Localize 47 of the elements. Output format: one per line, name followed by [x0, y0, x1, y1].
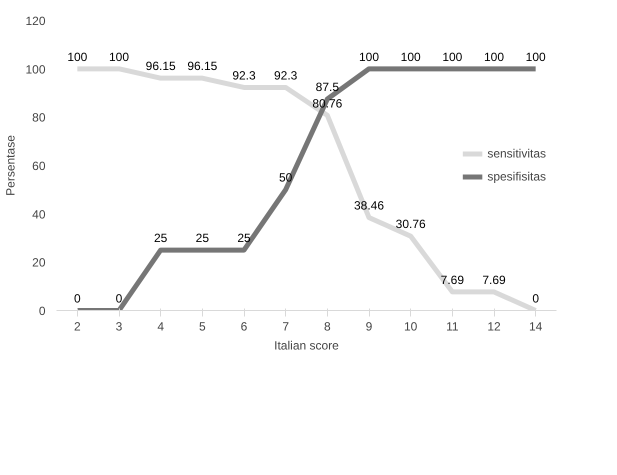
data-label: 25 — [237, 231, 251, 246]
data-label: 30.76 — [396, 217, 426, 232]
y-tick-label: 100 — [25, 62, 46, 76]
legend-label: sensitivitas — [487, 146, 546, 160]
y-axis-title: Persentase — [3, 134, 18, 196]
data-label: 100 — [358, 50, 380, 64]
data-label: 87.5 — [316, 80, 340, 94]
x-tick-label: 6 — [240, 320, 248, 334]
y-tick-label: 80 — [32, 110, 46, 125]
y-tick-label: 120 — [25, 14, 46, 28]
y-tick-label: 0 — [38, 304, 46, 318]
x-tick-label: 11 — [446, 320, 459, 334]
data-label: 80.76 — [312, 96, 343, 110]
data-label: 0 — [74, 292, 81, 306]
data-label: 92.3 — [274, 68, 298, 82]
data-label: 7.69 — [482, 272, 506, 287]
data-label: 0 — [116, 292, 123, 306]
legend-label: spesifisitas — [487, 170, 546, 184]
data-label: 7.69 — [440, 272, 464, 287]
data-label: 100 — [442, 50, 463, 64]
data-label: 50 — [278, 170, 293, 185]
y-tick-label: 20 — [32, 256, 46, 270]
x-tick-label: 12 — [487, 320, 501, 334]
data-label: 25 — [154, 231, 168, 246]
data-label: 92.3 — [232, 68, 256, 82]
x-tick-label: 4 — [157, 320, 164, 334]
data-label: 96.15 — [146, 59, 176, 74]
y-tick-label: 60 — [32, 159, 46, 173]
data-label: 0 — [532, 292, 540, 306]
data-label: 96.15 — [187, 59, 218, 74]
x-tick-label: 3 — [116, 320, 123, 334]
data-label: 100 — [526, 50, 546, 64]
data-label: 100 — [67, 50, 88, 64]
data-label: 100 — [484, 50, 504, 64]
x-axis-title: Italian score — [274, 338, 340, 352]
y-tick-label: 40 — [32, 207, 46, 222]
x-tick-label: 7 — [282, 320, 290, 334]
data-label: 100 — [108, 50, 130, 64]
data-label: 100 — [400, 50, 422, 64]
data-label: 25 — [196, 231, 210, 246]
x-tick-label: 10 — [404, 320, 418, 334]
x-tick-label: 5 — [198, 320, 206, 334]
x-tick-label: 2 — [74, 320, 81, 334]
x-tick-label: 9 — [366, 320, 373, 334]
x-tick-label: 14 — [528, 320, 543, 334]
x-tick-label: 8 — [324, 320, 331, 334]
data-label: 38.46 — [354, 198, 384, 213]
